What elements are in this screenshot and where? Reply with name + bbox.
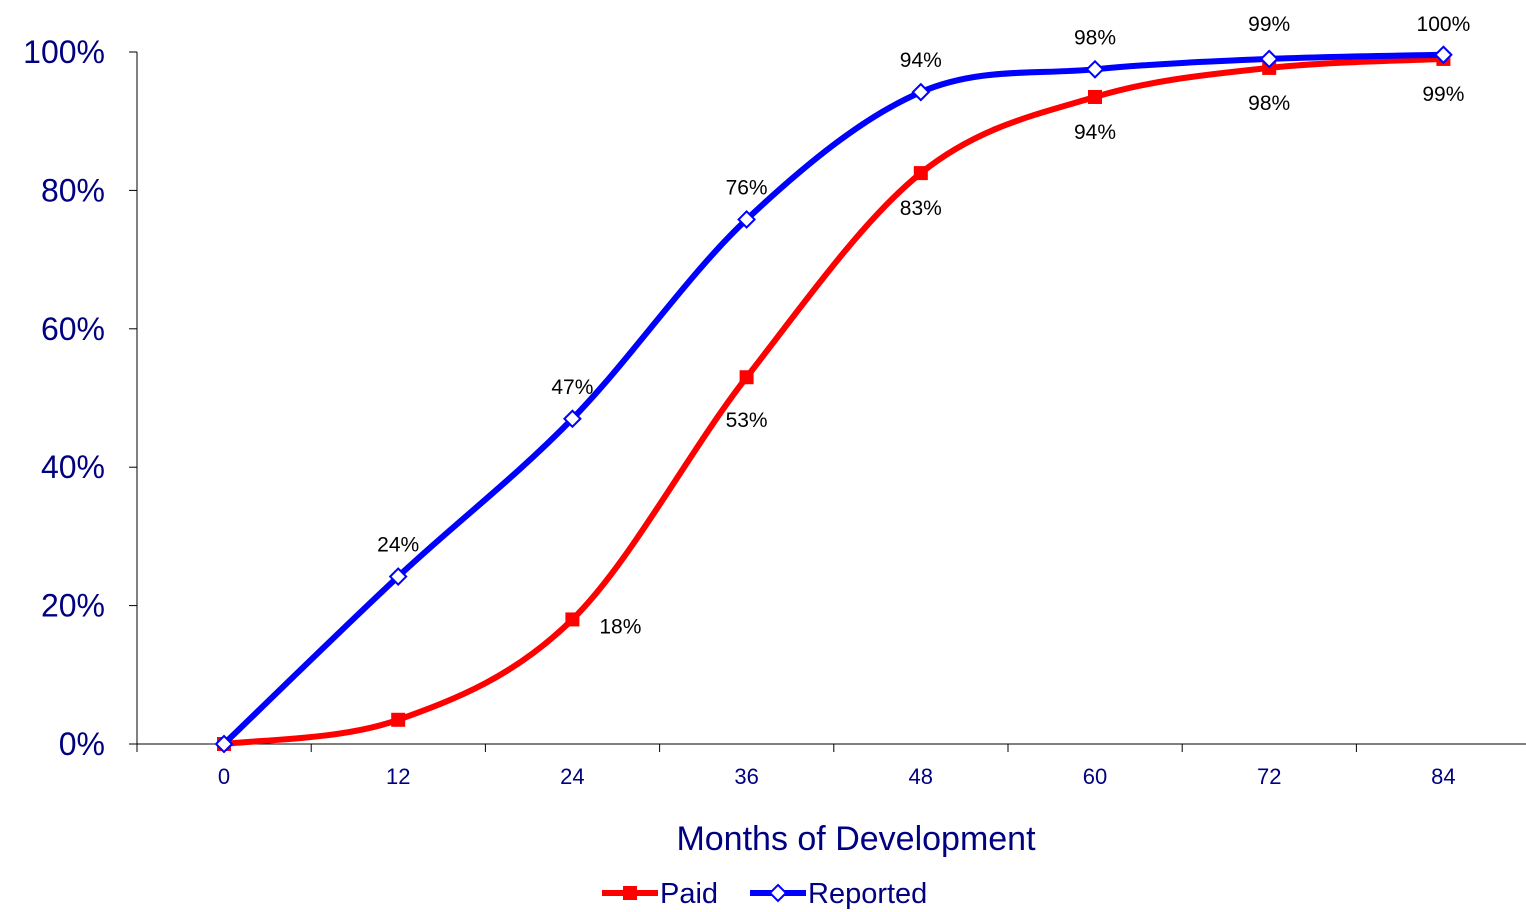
y-tick-label: 80% — [41, 172, 105, 208]
series-line-paid — [223, 55, 1444, 747]
y-tick-label: 60% — [41, 311, 105, 347]
x-tick-label: 84 — [1431, 764, 1455, 789]
data-label-reported: 99% — [1248, 13, 1290, 36]
y-tick-label: 40% — [41, 449, 105, 485]
legend-label: Paid — [660, 878, 718, 910]
data-label-paid: 94% — [1074, 121, 1116, 144]
legend-marker-diamond — [768, 883, 788, 903]
y-tick-label: 0% — [59, 726, 105, 762]
series-layer — [214, 45, 1453, 754]
data-point-reported — [214, 734, 234, 754]
x-axis-title: Months of Development — [676, 820, 1036, 858]
data-label-paid: 83% — [900, 197, 942, 220]
x-axis-ticks: 0 12 24 36 48 60 72 84 — [136, 744, 1456, 789]
y-tick-label: 100% — [23, 34, 105, 70]
series-reported — [214, 45, 1453, 754]
x-tick-label: 60 — [1083, 764, 1107, 789]
y-tick-label: 20% — [41, 588, 105, 624]
x-tick-label: 36 — [734, 764, 758, 789]
legend-marker-square — [623, 886, 637, 900]
x-tick-label: 24 — [560, 764, 584, 789]
series-paid — [217, 51, 1451, 751]
data-point-reported — [1085, 59, 1105, 79]
legend-item-paid: Paid — [602, 878, 718, 910]
data-label-reported: 24% — [377, 534, 419, 557]
data-point-reported — [1433, 45, 1453, 65]
data-label-paid: 98% — [1248, 92, 1290, 115]
data-label-reported: 76% — [726, 176, 768, 199]
data-label-reported: 94% — [900, 49, 942, 72]
legend-label: Reported — [808, 878, 927, 910]
data-point-paid — [391, 712, 406, 727]
data-point-paid — [1088, 89, 1102, 104]
data-point-reported — [388, 567, 408, 586]
data-label-paid: 18% — [599, 615, 641, 638]
data-point-reported — [737, 210, 757, 229]
data-label-paid: 99% — [1422, 83, 1464, 106]
data-labels: 18% 53% 83% 94% 98% 99% 24% 47% 76% 94% 98% 99% 100% — [377, 13, 1470, 639]
x-tick-label: 12 — [386, 764, 410, 789]
data-point-paid — [739, 370, 754, 385]
x-tick-label: 48 — [909, 764, 933, 789]
data-label-reported: 98% — [1074, 26, 1116, 49]
data-label-reported: 100% — [1417, 13, 1471, 36]
legend: Paid Reported — [602, 878, 927, 910]
data-point-reported — [1259, 49, 1279, 69]
data-label-paid: 53% — [726, 409, 768, 432]
legend-item-reported: Reported — [750, 878, 927, 910]
x-tick-label: 72 — [1257, 764, 1281, 789]
axes — [136, 52, 1526, 745]
data-point-paid — [565, 612, 580, 627]
data-point-paid — [913, 166, 928, 181]
x-tick-label: 0 — [218, 764, 230, 789]
data-point-reported — [562, 409, 582, 429]
data-point-reported — [911, 82, 931, 102]
y-axis-ticks: 0% 20% 40% 60% 80% 100% — [23, 34, 137, 762]
data-label-reported: 47% — [551, 376, 593, 399]
series-line-reported — [221, 51, 1444, 747]
